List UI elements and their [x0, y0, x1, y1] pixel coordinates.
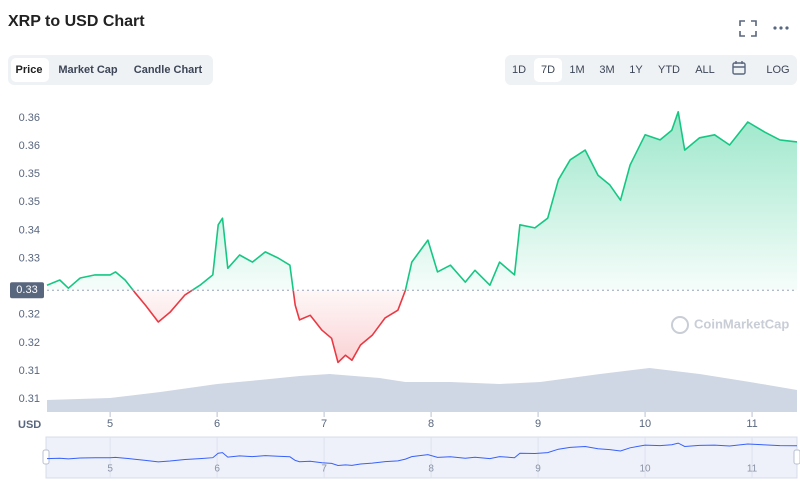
- navigator-tick-label: 9: [535, 464, 541, 475]
- current-price-label: 0.33: [16, 284, 37, 296]
- range-button[interactable]: 7D: [541, 64, 555, 76]
- y-tick-label: 0.36: [19, 140, 40, 152]
- range-group: [505, 55, 797, 85]
- range-button[interactable]: 1Y: [629, 64, 643, 76]
- title: XRP to USD Chart: [8, 13, 145, 30]
- watermark-logo: [671, 316, 689, 334]
- y-tick-label: 0.35: [19, 196, 40, 208]
- watermark-text: CoinMarketCap: [694, 316, 789, 331]
- navigator-tick-label: 8: [428, 464, 434, 475]
- x-tick-label: 6: [214, 418, 220, 430]
- tab[interactable]: Market Cap: [58, 64, 118, 76]
- navigator-tick-label: 7: [321, 464, 327, 475]
- navigator-line: [46, 442, 798, 467]
- tab[interactable]: Candle Chart: [134, 64, 203, 76]
- navigator-handle[interactable]: [42, 449, 50, 465]
- navigator-tick-label: 6: [214, 464, 220, 475]
- x-tick-label: 5: [107, 418, 113, 430]
- x-tick-label: 11: [746, 418, 757, 430]
- range-button[interactable]: ALL: [695, 64, 715, 76]
- currency-label: USD: [18, 419, 41, 431]
- x-tick-label: 10: [639, 418, 651, 430]
- range-selected: [534, 58, 562, 82]
- y-tick-label: 0.33: [19, 252, 40, 264]
- tab[interactable]: Price: [16, 64, 43, 76]
- navigator-tick-label: 5: [107, 464, 113, 475]
- y-tick-label: 0.35: [19, 168, 40, 180]
- y-tick-label: 0.31: [19, 365, 40, 377]
- more-icon[interactable]: [773, 26, 789, 30]
- volume-area: [47, 368, 797, 412]
- range-button[interactable]: YTD: [658, 64, 680, 76]
- x-tick-label: 8: [428, 418, 434, 430]
- navigator[interactable]: [45, 436, 798, 479]
- calendar-icon[interactable]: [732, 61, 746, 75]
- tab-group: [8, 55, 213, 85]
- navigator-tick-label: 11: [747, 464, 758, 475]
- price-area: [47, 111, 797, 363]
- tab-selected: [11, 58, 49, 82]
- range-button[interactable]: 1D: [512, 64, 526, 76]
- log-button[interactable]: LOG: [766, 64, 789, 76]
- x-tick-label: 7: [321, 418, 327, 430]
- y-tick-label: 0.34: [19, 224, 40, 236]
- y-tick-label: 0.36: [19, 112, 40, 124]
- fullscreen-icon[interactable]: [739, 20, 757, 37]
- y-tick-label: 0.31: [19, 393, 40, 405]
- range-button[interactable]: 3M: [599, 64, 614, 76]
- range-button[interactable]: 1M: [569, 64, 584, 76]
- x-tick-label: 9: [535, 418, 541, 430]
- navigator-handle[interactable]: [793, 449, 800, 465]
- navigator-tick-label: 10: [640, 464, 652, 475]
- current-price-badge: [10, 282, 44, 299]
- price-line: [46, 111, 798, 364]
- watermark: CoinMarketCap: [671, 316, 789, 334]
- y-tick-label: 0.32: [19, 337, 40, 349]
- y-tick-label: 0.32: [19, 309, 40, 321]
